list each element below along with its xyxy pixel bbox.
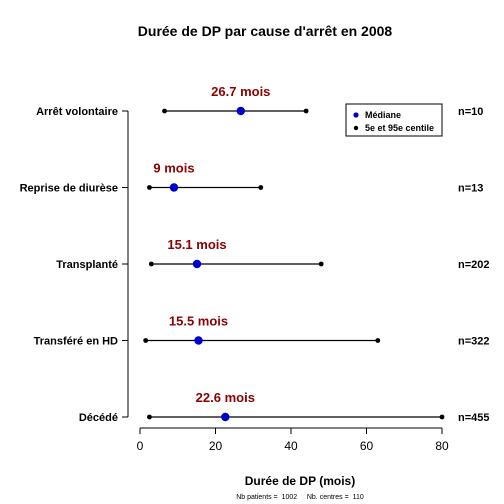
median-point: [221, 412, 230, 422]
footnote: Nb patients = 1002 Nb. centres = 110: [236, 494, 364, 501]
sample-size-label: n=10: [458, 106, 483, 118]
category-label: Transféré en HD: [34, 336, 118, 348]
median-point: [236, 106, 245, 116]
p95-point: [303, 108, 309, 114]
legend-centile-marker: [353, 125, 359, 131]
median-value-label: 9 mois: [153, 161, 194, 176]
p95-point: [439, 414, 445, 420]
x-tick-label: 60: [360, 439, 374, 453]
median-value-label: 15.5 mois: [169, 314, 228, 329]
plot-area: Arrêt volontaire 26.7 mois n=10 Reprise de …: [20, 84, 490, 453]
median-point: [194, 336, 203, 345]
x-tick-label: 0: [137, 439, 144, 453]
sample-size-label: n=322: [458, 336, 490, 348]
category-label: Arrêt volontaire: [36, 106, 118, 118]
p5-point: [143, 338, 149, 343]
category-label: Reprise de diurèse: [20, 183, 118, 195]
median-point: [169, 183, 179, 192]
sample-size-label: n=455: [458, 412, 490, 424]
x-tick-label: 40: [284, 439, 298, 453]
x-axis-label: Durée de DP (mois): [245, 474, 355, 488]
p95-point: [258, 185, 264, 190]
median-value-label: 22.6 mois: [196, 390, 255, 405]
legend-box: [345, 103, 443, 137]
category-label: Transplanté: [56, 259, 118, 271]
p5-point: [162, 108, 167, 114]
x-tick-label: 20: [209, 439, 223, 453]
x-tick-label: 80: [435, 439, 449, 453]
median-value-label: 26.7 mois: [211, 84, 270, 99]
p5-point: [147, 414, 152, 420]
legend: Médiane 5e et 95e centile: [345, 103, 443, 137]
legend-median-label: Médiane: [365, 110, 401, 120]
p95-point: [375, 338, 381, 343]
p5-point: [148, 261, 154, 267]
sample-size-label: n=13: [458, 183, 483, 195]
chart-title: Durée de DP par cause d'arrêt en 2008: [138, 23, 393, 39]
sample-size-label: n=202: [458, 259, 490, 271]
median-point: [192, 259, 202, 269]
p5-point: [147, 185, 152, 190]
p95-point: [318, 261, 324, 267]
legend-centile-label: 5e et 95e centile: [365, 123, 434, 133]
category-label: Décédé: [79, 412, 118, 424]
legend-median-marker: [353, 112, 359, 118]
median-value-label: 15.1 mois: [167, 237, 226, 252]
